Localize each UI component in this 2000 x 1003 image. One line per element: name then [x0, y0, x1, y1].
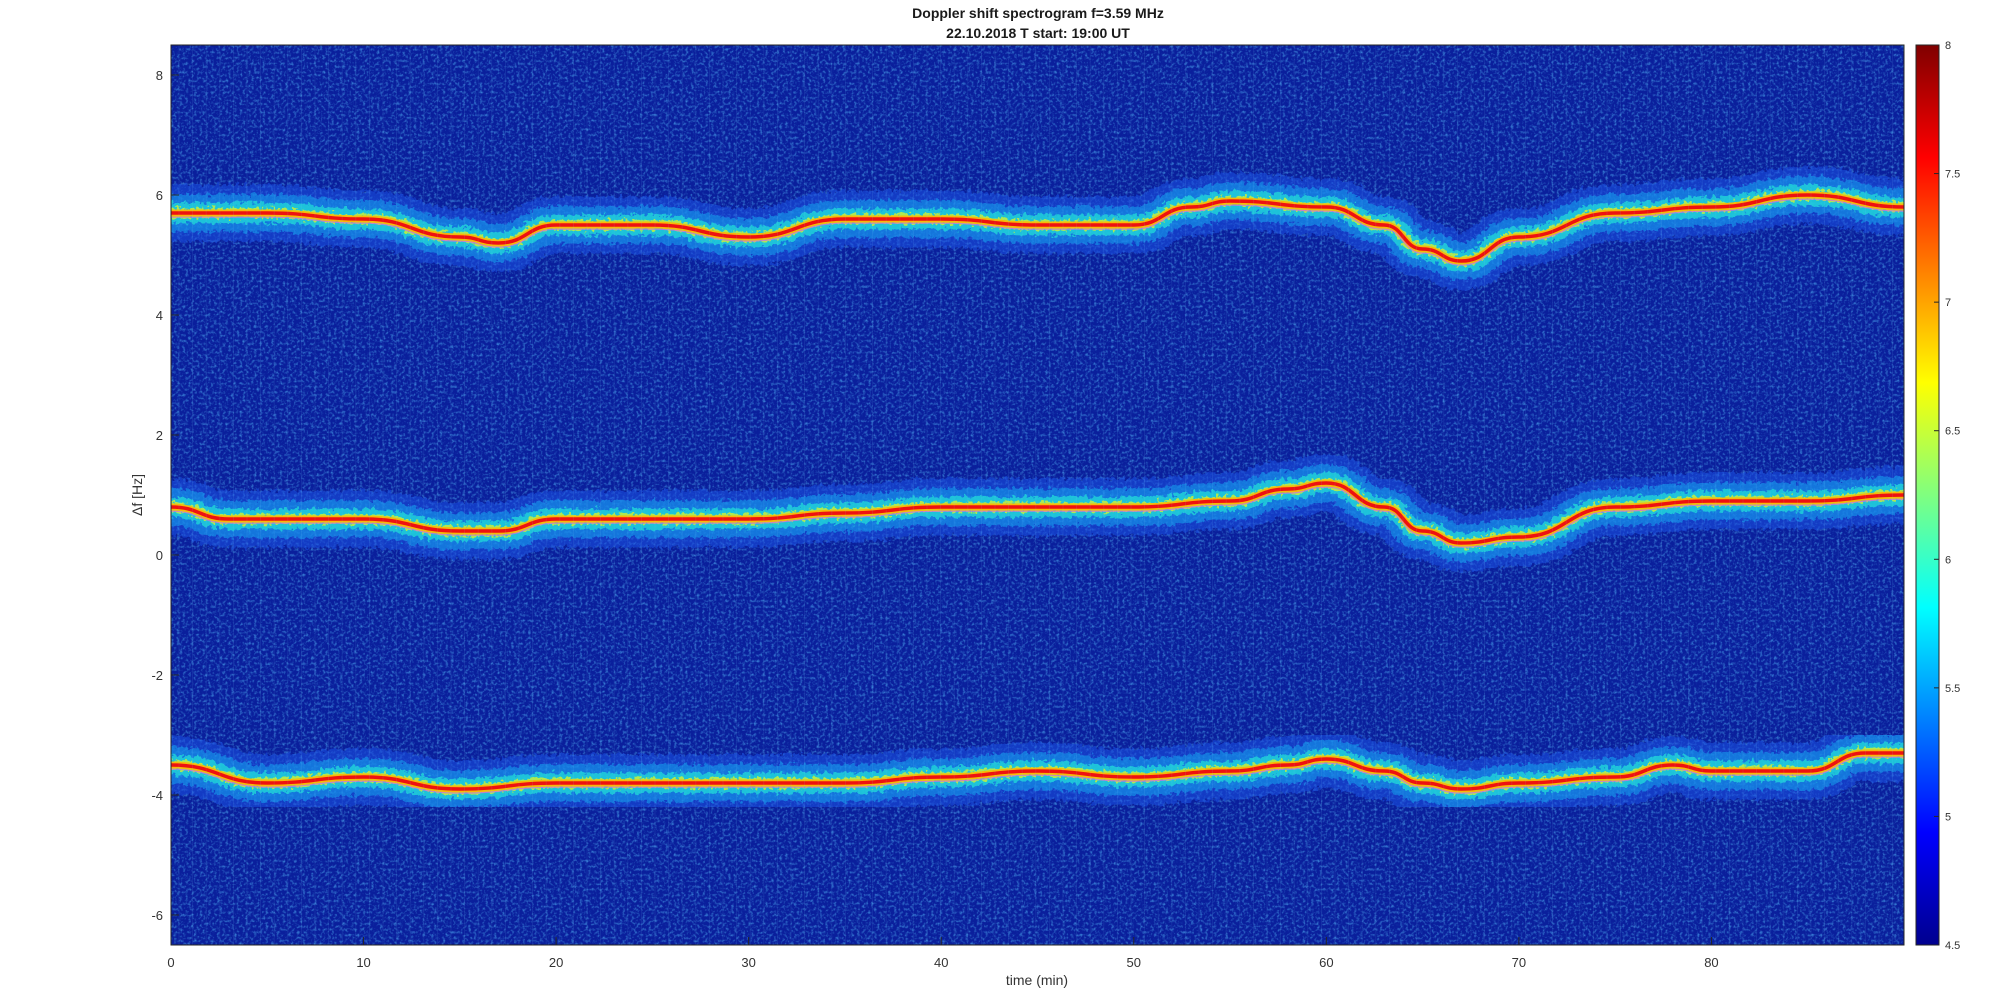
band-3-layer-6 [171, 751, 1904, 791]
y-tick-label: -4 [151, 788, 163, 803]
colorbar-tick-label: 5 [1945, 811, 1951, 823]
x-tick-label: 80 [1704, 955, 1718, 970]
y-tick-label: 6 [156, 188, 163, 203]
x-tick-label: 10 [356, 955, 370, 970]
x-tick-label: 30 [741, 955, 755, 970]
x-tick-label: 20 [549, 955, 563, 970]
band-3-secondary-trace [171, 756, 1904, 794]
y-tick-label: -6 [151, 908, 163, 923]
colorbar-gradient [1915, 44, 1940, 946]
chart-title: Doppler shift spectrogram f=3.59 MHz [912, 5, 1164, 21]
band-1-layer-6 [171, 193, 1904, 263]
x-tick-label: 40 [934, 955, 948, 970]
colorbar-tick-label: 4.5 [1945, 940, 1960, 952]
chart-subtitle: 22.10.2018 T start: 19:00 UT [946, 25, 1130, 41]
colorbar-tick-label: 5.5 [1945, 683, 1960, 695]
colorbar-tick-label: 6.5 [1945, 426, 1960, 438]
signal-band-1 [171, 166, 1904, 290]
colorbar: 4.5 5 5.5 6 6.5 7 7.5 8 [1915, 40, 1960, 952]
x-tick-label: 0 [167, 955, 174, 970]
signal-band-3 [171, 724, 1904, 818]
y-tick-label: 8 [156, 68, 163, 83]
x-tick-label: 70 [1512, 955, 1526, 970]
y-tick-label: 4 [156, 308, 163, 323]
y-tick-label: 2 [156, 428, 163, 443]
band-1-secondary-trace [171, 198, 1904, 266]
x-tick-label: 50 [1127, 955, 1141, 970]
colorbar-tick-label: 7.5 [1945, 169, 1960, 181]
colorbar-tick-label: 6 [1945, 554, 1951, 566]
x-axis: 0 10 20 30 40 50 60 70 80 [167, 937, 1719, 970]
band-2-layer-6 [171, 481, 1904, 545]
colorbar-tick-label: 8 [1945, 40, 1951, 52]
colorbar-ticks: 4.5 5 5.5 6 6.5 7 7.5 8 [1934, 40, 1960, 952]
y-axis: -6 -4 -2 0 2 4 6 8 [151, 68, 179, 923]
vertical-stripes [178, 45, 1893, 945]
signal-bands [171, 166, 1904, 818]
plot-frame [170, 44, 1905, 946]
signal-band-2 [171, 454, 1904, 572]
x-axis-label: time (min) [1006, 972, 1068, 988]
plot-area [170, 44, 1905, 946]
colorbar-tick-label: 7 [1945, 297, 1951, 309]
y-tick-label: -2 [151, 668, 163, 683]
y-axis-label: Δf [Hz] [129, 474, 145, 516]
y-tick-label: 0 [156, 548, 163, 563]
x-tick-label: 60 [1319, 955, 1333, 970]
band-2-secondary-trace [171, 486, 1904, 548]
